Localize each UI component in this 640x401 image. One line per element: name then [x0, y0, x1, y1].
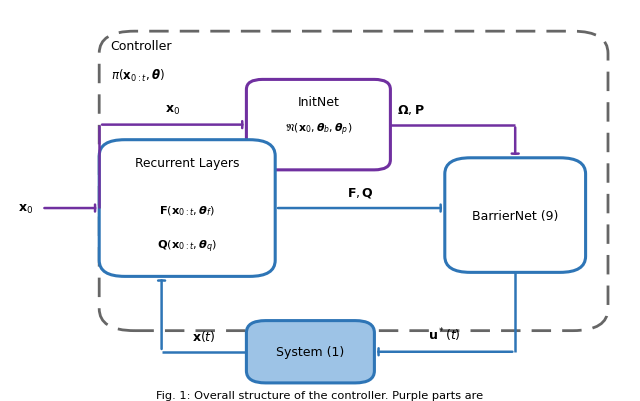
FancyBboxPatch shape	[99, 32, 608, 331]
Text: $\mathbf{x}_0$: $\mathbf{x}_0$	[18, 202, 33, 215]
Text: System (1): System (1)	[276, 345, 344, 358]
Text: $\mathbf{F}, \mathbf{Q}$: $\mathbf{F}, \mathbf{Q}$	[346, 186, 374, 200]
FancyBboxPatch shape	[445, 158, 586, 273]
Text: $\mathfrak{N}(\mathbf{x}_0,\boldsymbol{\theta}_b,\boldsymbol{\theta}_p)$: $\mathfrak{N}(\mathbf{x}_0,\boldsymbol{\…	[285, 121, 352, 138]
Text: $\mathbf{Q}(\mathbf{x}_{0:t},\boldsymbol{\theta}_q)$: $\mathbf{Q}(\mathbf{x}_{0:t},\boldsymbol…	[157, 239, 218, 255]
FancyBboxPatch shape	[246, 80, 390, 170]
Text: Fig. 1: Overall structure of the controller. Purple parts are: Fig. 1: Overall structure of the control…	[156, 390, 484, 400]
FancyBboxPatch shape	[246, 321, 374, 383]
Text: InitNet: InitNet	[298, 96, 339, 109]
Text: $\pi(\mathbf{x}_{0:t},\boldsymbol{\theta})$: $\pi(\mathbf{x}_{0:t},\boldsymbol{\theta…	[111, 68, 164, 84]
Text: $\mathbf{x}(t)$: $\mathbf{x}(t)$	[192, 328, 216, 343]
Text: $\mathbf{\Omega}, \mathbf{P}$: $\mathbf{\Omega}, \mathbf{P}$	[397, 103, 424, 116]
Text: Recurrent Layers: Recurrent Layers	[135, 156, 239, 169]
Text: BarrierNet (9): BarrierNet (9)	[472, 209, 558, 222]
Text: $\mathbf{u}^*(t)$: $\mathbf{u}^*(t)$	[428, 326, 461, 343]
FancyBboxPatch shape	[99, 140, 275, 277]
Text: Controller: Controller	[111, 40, 172, 53]
Text: $\mathbf{F}(\mathbf{x}_{0:t},\boldsymbol{\theta}_f)$: $\mathbf{F}(\mathbf{x}_{0:t},\boldsymbol…	[159, 204, 215, 217]
Text: $\mathbf{x}_0$: $\mathbf{x}_0$	[165, 103, 180, 116]
